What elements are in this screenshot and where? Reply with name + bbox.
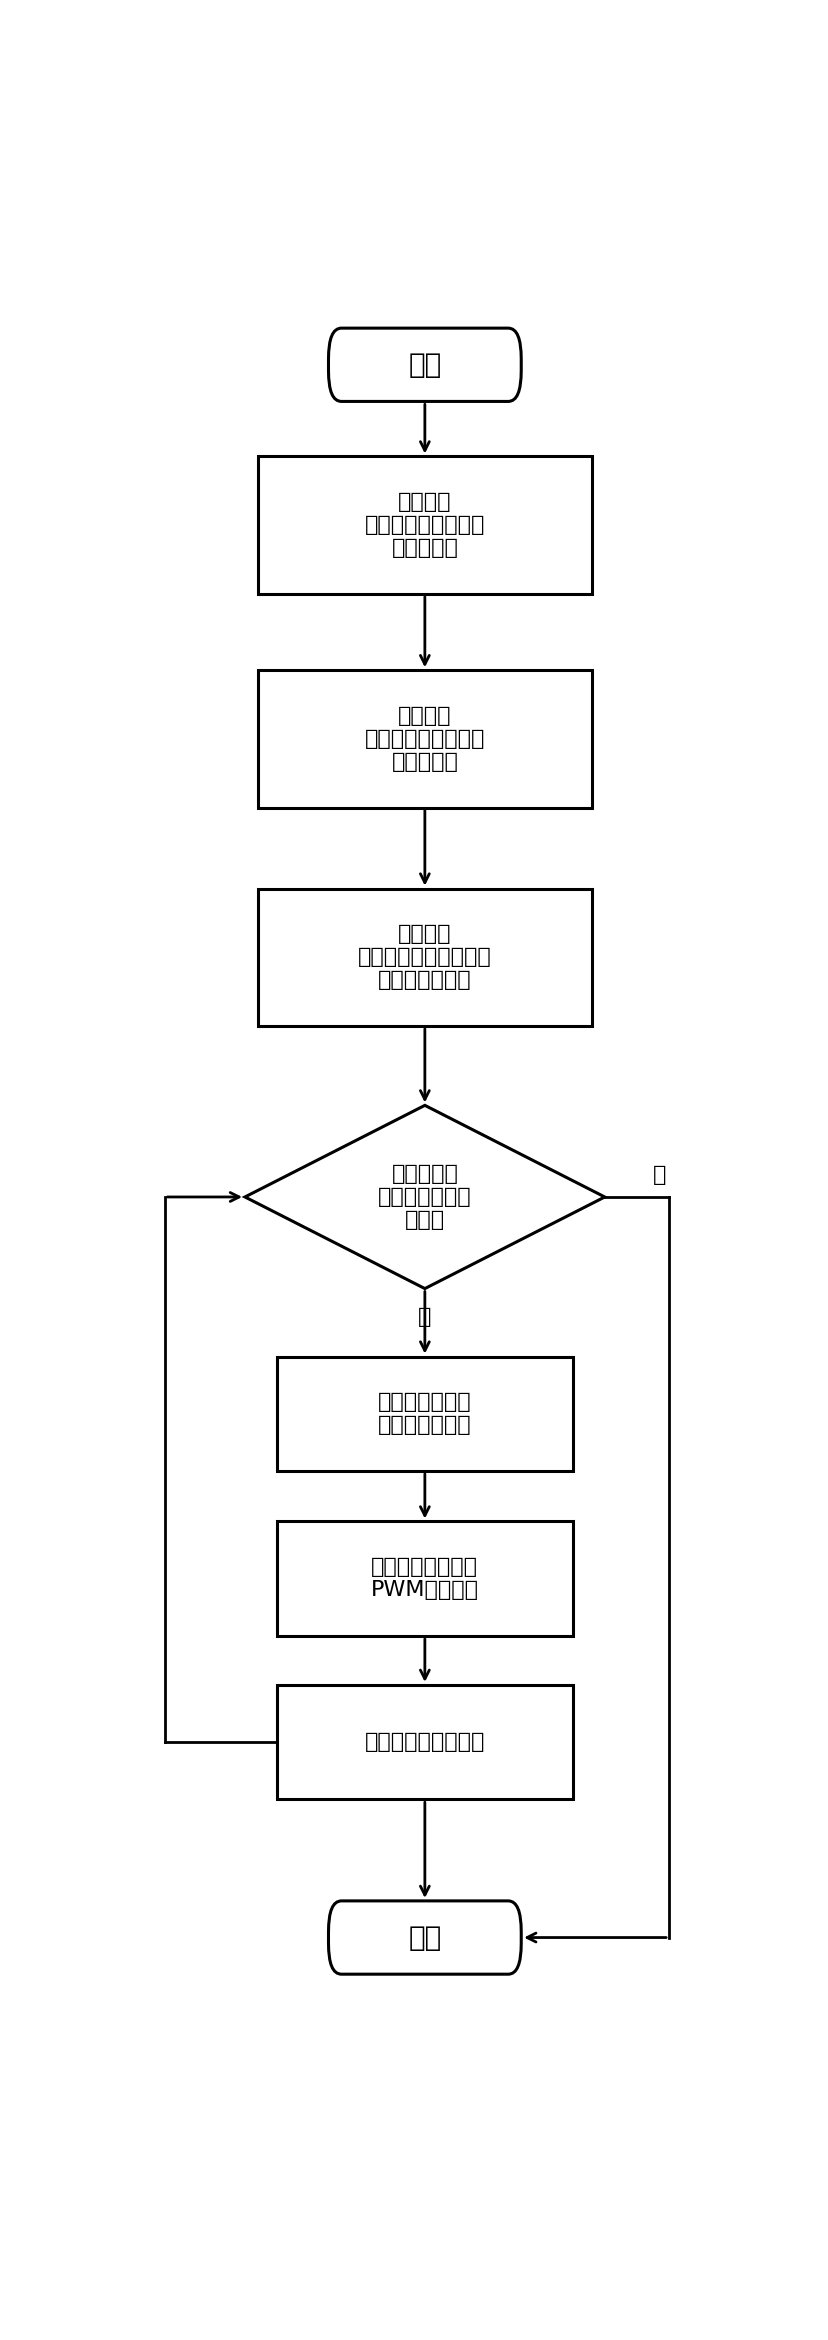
Text: 上位机端
发送机械臂控制指令
和轨迹参数: 上位机端 发送机械臂控制指令 和轨迹参数	[364, 491, 484, 559]
Text: 结束: 结束	[407, 1923, 441, 1952]
FancyBboxPatch shape	[328, 1900, 521, 1975]
Text: 将角度信息转化为
PWM电压信号: 将角度信息转化为 PWM电压信号	[370, 1556, 479, 1601]
Bar	[258, 669, 591, 807]
Bar	[277, 1685, 572, 1799]
Bar	[258, 889, 591, 1025]
Bar	[258, 456, 591, 594]
Bar	[277, 1521, 572, 1636]
Text: 否: 否	[417, 1308, 431, 1327]
Polygon shape	[244, 1104, 604, 1289]
Bar	[277, 1357, 572, 1472]
Text: 求解得到机械臂
各关节期望角度: 求解得到机械臂 各关节期望角度	[378, 1392, 471, 1434]
Text: 是否已完成
机械臂运动控制
任务？: 是否已完成 机械臂运动控制 任务？	[378, 1163, 471, 1231]
Text: 是: 是	[652, 1165, 665, 1184]
Text: 开始: 开始	[407, 351, 441, 379]
FancyBboxPatch shape	[328, 328, 521, 402]
Text: 驱动机械臂舐机打角: 驱动机械臂舐机打角	[364, 1732, 484, 1753]
Text: 下位机端
运行冗余度机械臂运动
规划控制器程序: 下位机端 运行冗余度机械臂运动 规划控制器程序	[358, 924, 491, 990]
Text: 下位机端
解析机械臂控制指令
和轨迹参数: 下位机端 解析机械臂控制指令 和轨迹参数	[364, 707, 484, 772]
